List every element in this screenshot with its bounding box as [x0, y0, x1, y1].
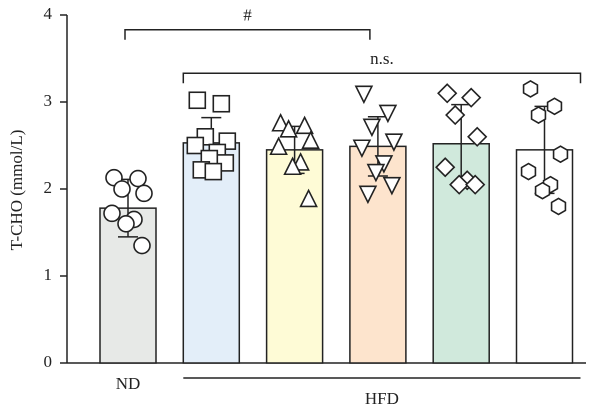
- data-point: [552, 145, 569, 164]
- data-point: [366, 163, 386, 183]
- data-point: [461, 87, 482, 108]
- data-point: [382, 176, 402, 196]
- data-point: [204, 162, 223, 181]
- data-point: [133, 236, 151, 255]
- y-tick-label: 2: [44, 178, 53, 197]
- data-point: [530, 106, 547, 124]
- data-point: [103, 204, 121, 223]
- data-point: [522, 80, 539, 98]
- data-point: [437, 83, 458, 104]
- data-point: [520, 162, 537, 181]
- data-point: [378, 104, 398, 124]
- x-tick-label: ND: [116, 374, 141, 393]
- significance-label: #: [243, 6, 252, 25]
- data-point: [465, 174, 486, 195]
- data-point: [295, 115, 314, 135]
- data-point: [449, 174, 470, 195]
- significance-bracket: [124, 29, 371, 40]
- data-point: [135, 184, 153, 203]
- data-point: [445, 104, 466, 126]
- data-point: [269, 136, 288, 156]
- data-point: [354, 85, 374, 105]
- data-point: [188, 91, 207, 110]
- data-point: [301, 130, 320, 149]
- data-point: [186, 136, 205, 155]
- data-point: [362, 118, 382, 138]
- bar: [265, 149, 324, 364]
- data-point: [550, 197, 567, 216]
- significance-bracket: [182, 72, 582, 84]
- data-point: [283, 156, 302, 176]
- data-point: [279, 119, 298, 138]
- data-point: [358, 185, 378, 205]
- data-point: [384, 133, 404, 152]
- y-tick-label: 3: [44, 91, 53, 110]
- data-point: [129, 169, 147, 188]
- data-point: [534, 181, 551, 200]
- data-point: [212, 94, 231, 113]
- y-tick-label: 1: [44, 265, 53, 284]
- data-point: [271, 112, 290, 132]
- data-point: [117, 215, 135, 233]
- data-point: [113, 180, 131, 198]
- data-point: [546, 97, 563, 116]
- y-tick-label: 4: [44, 4, 53, 23]
- y-tick-label: 0: [44, 352, 53, 371]
- y-axis-label: T-CHO (mmol/L): [7, 130, 26, 251]
- data-point: [299, 188, 318, 208]
- data-point: [467, 126, 488, 147]
- data-point: [352, 139, 372, 159]
- data-point: [435, 157, 456, 178]
- significance-label: n.s.: [370, 49, 394, 68]
- group-label: HFD: [365, 389, 399, 408]
